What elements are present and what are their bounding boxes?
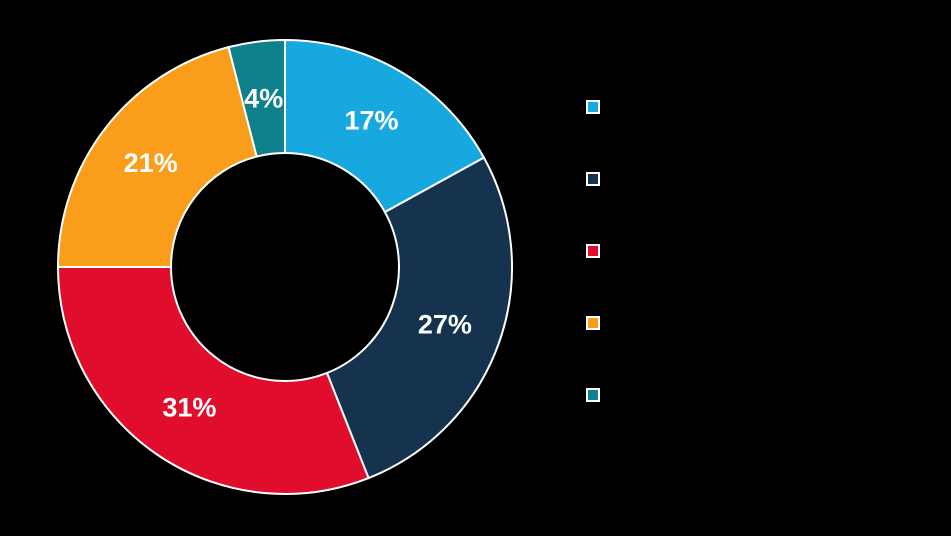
slice-value-label-4: 21% bbox=[124, 148, 178, 178]
legend-swatch-icon bbox=[586, 316, 600, 330]
legend-item-4 bbox=[586, 316, 600, 330]
slice-value-label-3: 31% bbox=[162, 393, 216, 423]
legend-swatch-icon bbox=[586, 388, 600, 402]
legend-item-2 bbox=[586, 172, 600, 186]
donut-slice-3 bbox=[56, 266, 370, 495]
legend-item-5 bbox=[586, 388, 600, 402]
donut-slice-2 bbox=[325, 156, 513, 480]
legend-swatch-icon bbox=[586, 172, 600, 186]
legend-swatch-icon bbox=[586, 244, 600, 258]
legend-item-3 bbox=[586, 244, 600, 258]
slice-value-label-5: 4% bbox=[244, 83, 283, 113]
slice-value-label-2: 27% bbox=[418, 310, 472, 340]
legend-item-1 bbox=[586, 100, 600, 114]
chart-legend bbox=[586, 100, 600, 460]
donut-slice-1 bbox=[284, 38, 486, 214]
slice-value-label-1: 17% bbox=[344, 106, 398, 136]
donut-slice-5 bbox=[227, 38, 286, 158]
donut-slice-4 bbox=[56, 45, 258, 268]
legend-swatch-icon bbox=[586, 100, 600, 114]
